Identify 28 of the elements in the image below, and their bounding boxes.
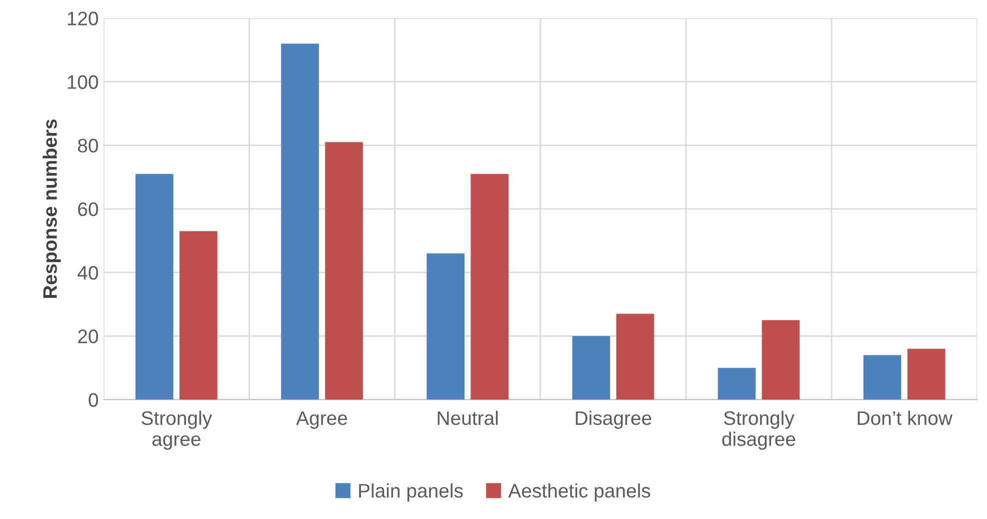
bar (281, 44, 319, 400)
bar (470, 174, 509, 400)
bar (718, 368, 756, 400)
x-tick-label: Agree (296, 411, 348, 429)
y-tick-label: 0 (88, 393, 98, 407)
x-tick-label: Strongly disagree (722, 410, 796, 450)
bar (572, 336, 610, 400)
bar (907, 348, 946, 400)
y-tick-label: 120 (68, 12, 98, 26)
y-tick-label: 20 (78, 330, 98, 344)
y-tick-label: 60 (78, 202, 98, 216)
bar (325, 142, 363, 400)
bar (180, 231, 218, 400)
y-tick-label: 40 (78, 266, 98, 280)
x-tick-label: Neutral (438, 410, 498, 426)
bar (863, 355, 902, 400)
x-tick-label: Don’t know (858, 410, 952, 426)
bar (426, 253, 465, 400)
legend-label: Aesthetic panels (508, 483, 650, 502)
y-tick-label: 80 (78, 138, 98, 153)
bar (135, 174, 174, 400)
x-tick-label: Strongly agree (142, 410, 212, 450)
y-tick-label: 100 (68, 75, 98, 89)
bar (762, 320, 800, 400)
legend-label: Plain panels (359, 483, 463, 502)
x-tick-label: Disagree (576, 410, 652, 429)
bar (616, 314, 654, 400)
y-axis-title: Response numbers (42, 119, 61, 298)
